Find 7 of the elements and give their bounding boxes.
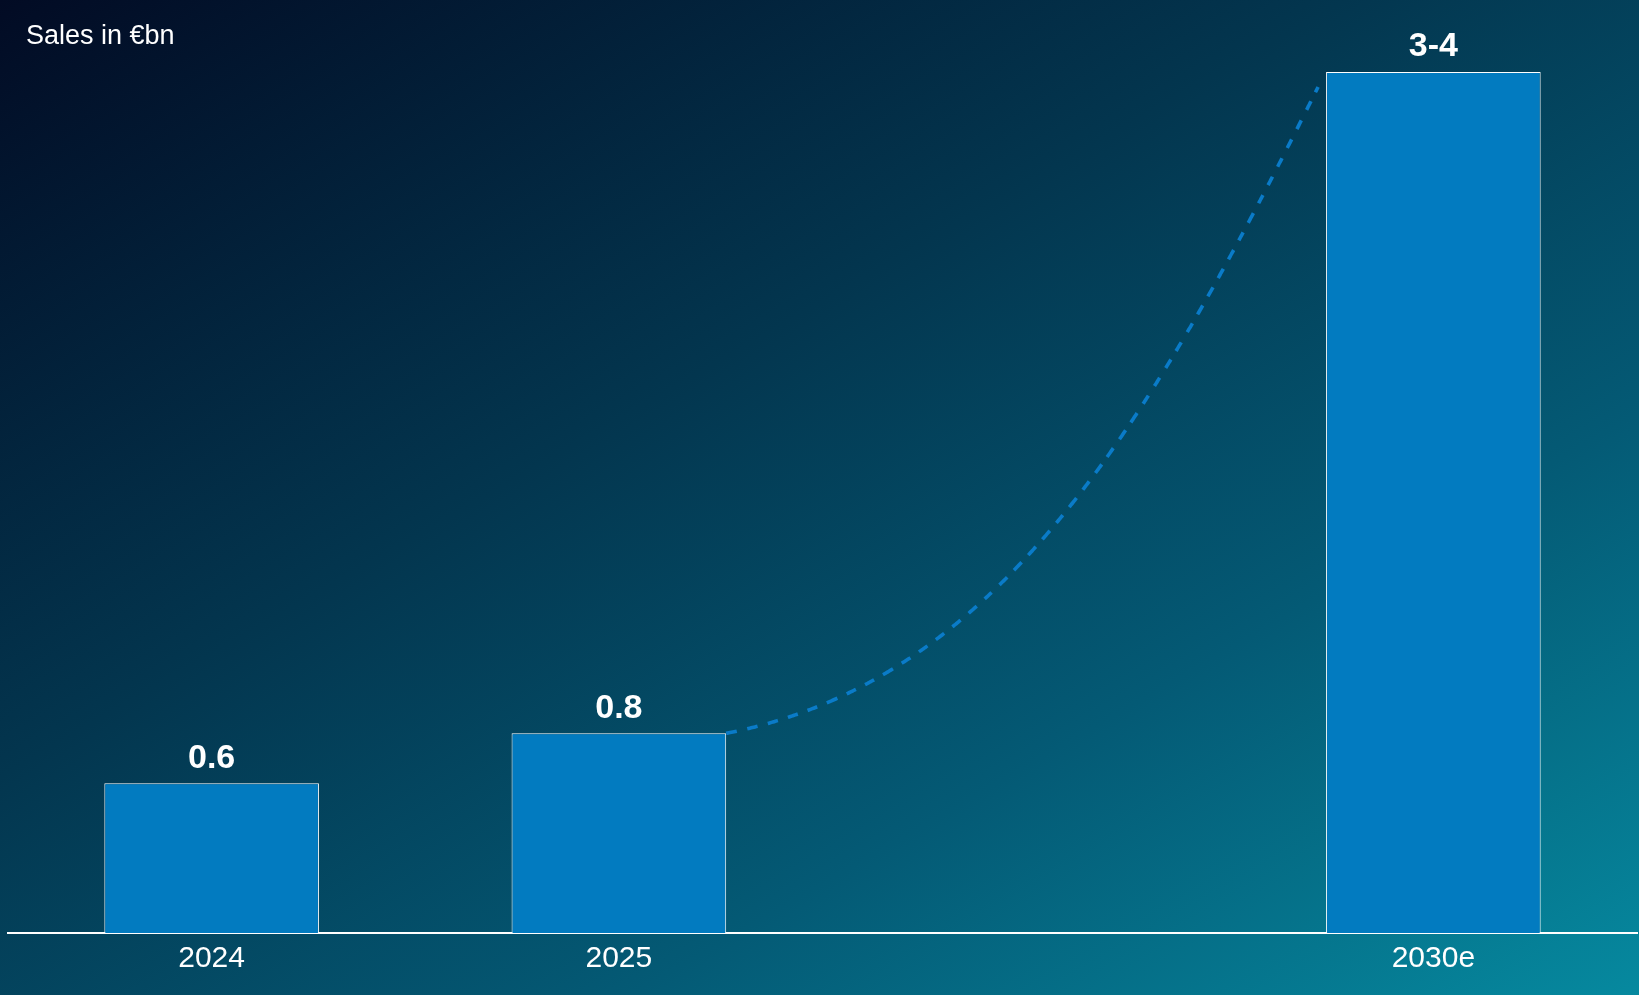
x-tick-label: 2024 bbox=[178, 940, 245, 974]
chart-title: Sales in €bn bbox=[26, 20, 175, 51]
x-tick-label: 2025 bbox=[585, 940, 653, 974]
data-label: 0.6 bbox=[187, 736, 236, 775]
x-tick-label: 2030e bbox=[1391, 940, 1476, 974]
data-label: 3-4 bbox=[1408, 25, 1459, 64]
data-label: 0.8 bbox=[595, 686, 643, 725]
